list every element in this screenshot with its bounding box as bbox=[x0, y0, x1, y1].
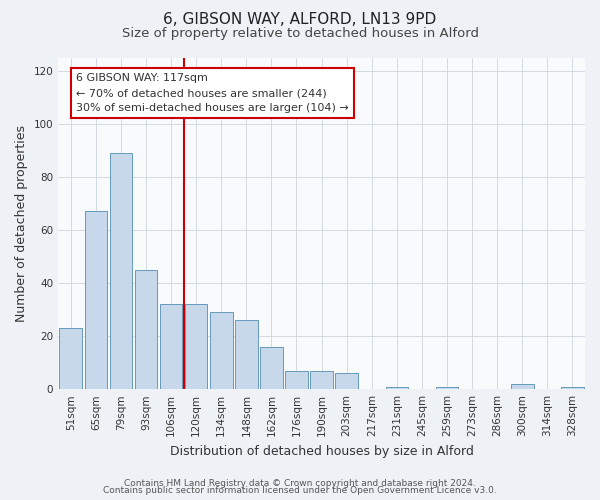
Y-axis label: Number of detached properties: Number of detached properties bbox=[15, 125, 28, 322]
Bar bbox=[210, 312, 233, 389]
Text: Size of property relative to detached houses in Alford: Size of property relative to detached ho… bbox=[121, 28, 479, 40]
Bar bbox=[235, 320, 257, 389]
Bar bbox=[134, 270, 157, 389]
Bar bbox=[260, 346, 283, 389]
Bar bbox=[59, 328, 82, 389]
Text: 6 GIBSON WAY: 117sqm
← 70% of detached houses are smaller (244)
30% of semi-deta: 6 GIBSON WAY: 117sqm ← 70% of detached h… bbox=[76, 74, 349, 113]
Bar bbox=[335, 374, 358, 389]
Text: Contains public sector information licensed under the Open Government Licence v3: Contains public sector information licen… bbox=[103, 486, 497, 495]
Bar bbox=[160, 304, 182, 389]
Text: Contains HM Land Registry data © Crown copyright and database right 2024.: Contains HM Land Registry data © Crown c… bbox=[124, 478, 476, 488]
Bar bbox=[110, 153, 132, 389]
Bar bbox=[386, 386, 408, 389]
Bar bbox=[310, 370, 333, 389]
Bar bbox=[285, 370, 308, 389]
X-axis label: Distribution of detached houses by size in Alford: Distribution of detached houses by size … bbox=[170, 444, 473, 458]
Bar bbox=[436, 386, 458, 389]
Bar bbox=[185, 304, 208, 389]
Bar bbox=[85, 212, 107, 389]
Bar bbox=[511, 384, 533, 389]
Text: 6, GIBSON WAY, ALFORD, LN13 9PD: 6, GIBSON WAY, ALFORD, LN13 9PD bbox=[163, 12, 437, 28]
Bar bbox=[561, 386, 584, 389]
